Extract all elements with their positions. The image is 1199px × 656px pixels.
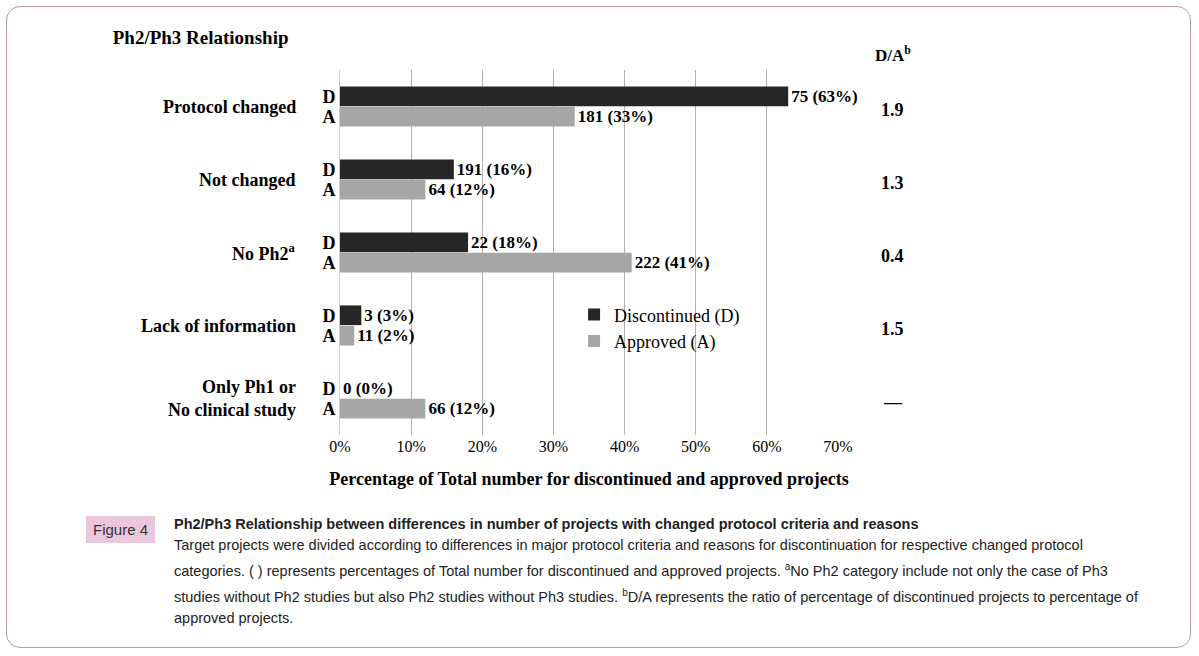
svg-text:70%: 70% (823, 438, 852, 455)
svg-text:A: A (322, 180, 335, 200)
svg-text:0.4: 0.4 (881, 246, 904, 266)
svg-text:D: D (322, 160, 335, 180)
svg-text:64 (12%): 64 (12%) (428, 180, 495, 199)
svg-text:Lack of information: Lack of information (141, 316, 296, 336)
svg-text:181 (33%): 181 (33%) (578, 107, 653, 126)
svg-text:0 (0%): 0 (0%) (343, 379, 393, 398)
svg-text:11 (2%): 11 (2%) (357, 326, 414, 345)
svg-text:Discontinued (D): Discontinued (D) (614, 306, 739, 327)
svg-text:D: D (322, 306, 335, 326)
svg-text:A: A (322, 326, 335, 346)
svg-text:22 (18%): 22 (18%) (471, 233, 538, 252)
svg-text:10%: 10% (396, 438, 425, 455)
html-text:Ph2/Ph3 Relationship between d: Ph2/Ph3 Relationship between differences… (174, 516, 919, 532)
svg-text:60%: 60% (752, 438, 781, 455)
svg-text:A: A (322, 107, 335, 127)
svg-text:1.5: 1.5 (881, 319, 904, 339)
svg-text:Approved (A): Approved (A) (614, 332, 715, 353)
svg-text:20%: 20% (468, 438, 497, 455)
html-text:Figure 4: Figure 4 (93, 521, 148, 538)
svg-text:—: — (883, 392, 903, 412)
html-text:Target projects were divided a: Target projects were divided according t… (174, 537, 1138, 626)
svg-text:66 (12%): 66 (12%) (428, 399, 495, 418)
svg-text:Ph2/Ph3 Relationship: Ph2/Ph3 Relationship (113, 27, 289, 48)
svg-text:1.3: 1.3 (881, 173, 904, 193)
svg-text:50%: 50% (681, 438, 710, 455)
svg-text:30%: 30% (539, 438, 568, 455)
svg-text:1.9: 1.9 (881, 100, 904, 120)
svg-text:No Ph2​a​: No Ph2​a​ (232, 241, 296, 264)
svg-text:Only Ph1 orNo clinical study: Only Ph1 orNo clinical study (168, 377, 296, 420)
svg-text:Not changed: Not changed (199, 170, 296, 190)
svg-text:3 (3%): 3 (3%) (364, 306, 414, 325)
svg-text:D/A​b​: D/A​b​ (875, 43, 911, 65)
svg-text:Protocol changed: Protocol changed (163, 97, 296, 117)
svg-text:0%: 0% (329, 438, 350, 455)
svg-text:D: D (322, 87, 335, 107)
svg-text:222 (41%): 222 (41%) (635, 253, 710, 272)
svg-text:75 (63%): 75 (63%) (791, 87, 858, 106)
svg-text:A: A (322, 253, 335, 273)
svg-text:D: D (322, 233, 335, 253)
svg-text:D: D (322, 379, 335, 399)
svg-text:191 (16%): 191 (16%) (457, 160, 532, 179)
svg-text:Percentage of Total number for: Percentage of Total number for discontin… (329, 469, 848, 489)
svg-text:40%: 40% (610, 438, 639, 455)
svg-text:A: A (322, 399, 335, 419)
